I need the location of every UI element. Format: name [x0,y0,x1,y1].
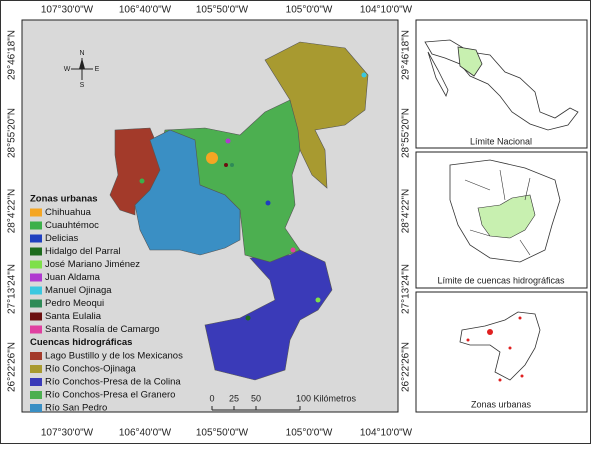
south-label: S [80,82,85,89]
legend-swatch [30,365,42,373]
legend-label: Río Conchos-Ojinaga [45,364,137,375]
legend-swatch [30,352,42,360]
lat-label: 28°55'20"N [401,108,412,158]
lon-label: 105°50'0"W [196,5,249,16]
urban-zone [315,297,321,303]
legend-swatch [30,312,42,321]
urban-zone [139,178,145,184]
legend-swatch [30,404,42,412]
legend-label: Lago Bustillo y de los Mexicanos [45,351,183,362]
urban-zone [245,315,251,321]
basin [204,249,333,381]
legend-label: Río Conchos-Presa de la Colina [45,377,181,388]
urban-zone [224,163,228,167]
lat-label: 27°13'24"N [7,264,18,314]
west-label: W [64,66,71,73]
lon-label: 107°30'0"W [41,5,94,16]
lon-label: 106°40'0"W [119,5,172,16]
legend-label: Santa Eulalia [45,311,102,322]
legend: Zonas urbanas Chihuahua Cuauhtémoc Delicias… [30,194,183,414]
basins [109,41,369,381]
legend-swatch [30,234,42,243]
lat-label: 29°46'18"N [7,30,18,80]
legend-label: Río San Pedro [45,403,107,414]
north-label: N [79,50,84,57]
legend-swatch [30,260,42,269]
scale-bar: 0 25 50 100 Kilómetros [209,393,357,411]
inset-national: Límite Nacional [415,19,588,149]
legend-heading: Zonas urbanas [30,194,98,205]
lat-label: 26°22'26"N [7,342,18,392]
legend-label: Pedro Meoqui [45,298,104,309]
lon-label: 105°0'0"W [286,5,333,16]
legend-label: Delicias [45,233,79,244]
legend-label: Río Conchos-Presa el Granero [45,390,175,401]
scale-label: 50 [251,393,261,403]
legend-swatch [30,247,42,256]
scale-label: 0 [209,393,214,403]
lat-label: 28°4'22"N [401,189,412,234]
legend-swatch [30,286,42,295]
lon-label: 106°40'0"W [119,428,172,439]
legend-swatch [30,378,42,386]
lat-label: 27°13'24"N [401,264,412,314]
urban-zone [290,247,296,253]
legend-label: Santa Rosalía de Camargo [45,324,160,335]
scale-label: 25 [229,393,239,403]
lat-label: 28°4'22"N [7,189,18,234]
urban-zone [225,138,231,144]
inset-urban: Zonas urbanas [415,291,588,413]
lon-label: 105°0'0"W [286,428,333,439]
legend-label: Juan Aldama [45,272,101,283]
lon-label: 105°50'0"W [196,428,249,439]
legend-label: José Mariano Jiménez [45,259,140,270]
urban-zone [206,152,218,164]
legend-swatch [30,208,42,217]
legend-heading: Cuencas hidrográficas [30,337,132,348]
urban-zone [265,200,271,206]
lon-label: 104°10'0"W [360,428,413,439]
scale-label: 100 Kilómetros [296,393,357,403]
legend-label: Hidalgo del Parral [45,246,121,257]
inset-caption: Zonas urbanas [471,399,532,409]
lon-label: 107°30'0"W [41,428,94,439]
legend-label: Cuauhtémoc [45,220,99,231]
inset-caption: Límite Nacional [470,136,532,146]
lat-label: 28°55'20"N [7,108,18,158]
lat-label: 26°22'26"N [401,342,412,392]
legend-swatch [30,273,42,282]
lat-label: 29°46'18"N [401,30,412,80]
legend-label: Manuel Ojinaga [45,285,112,296]
legend-swatch [30,221,42,230]
inset-caption: Límite de cuencas hidrográficas [437,275,565,285]
graticule: 107°30'0"W 107°30'0"W 106°40'0"W 106°40'0"W… [7,5,413,439]
legend-swatch [30,299,42,308]
urban-zone [230,163,234,167]
legend-swatch [30,325,42,334]
lon-label: 104°10'0"W [360,5,413,16]
urban-zone [361,72,367,78]
legend-swatch [30,391,42,399]
east-label: E [95,66,100,73]
basin [134,129,241,256]
legend-label: Chihuahua [45,207,92,218]
inset-basins: Límite de cuencas hidrográficas [415,151,588,289]
north-arrow: N S E W [64,50,100,89]
